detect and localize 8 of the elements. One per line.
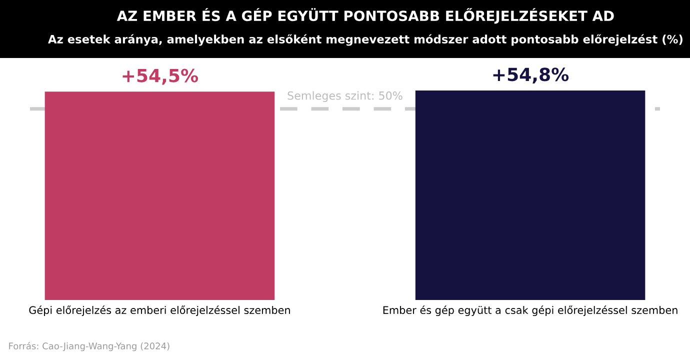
text: Forrás: Cao-Jiang-Wang-Yang (2024) bbox=[9, 342, 170, 352]
data-label: +54,5% bbox=[122, 68, 198, 85]
data-label: +54,8% bbox=[493, 68, 569, 84]
ref-line-label: Semleges szint: 50% bbox=[288, 91, 402, 102]
x-tick-label: Ember és gép együtt a csak gépi előrejelzéssel szemben bbox=[383, 306, 678, 316]
chart-title: AZ EMBER ÉS A GÉP EGYÜTT PONTOSABB ELŐREJELZÉSEKET AD bbox=[116, 8, 614, 24]
x-tick-label: Gépi előrejelzés az emberi előrejelzéssel szemben bbox=[29, 306, 290, 316]
chart-subtitle: Az esetek aránya, amelyekben az elsőként megnevezett módszer adott pontosabb előrejelzést (%) bbox=[48, 34, 682, 46]
